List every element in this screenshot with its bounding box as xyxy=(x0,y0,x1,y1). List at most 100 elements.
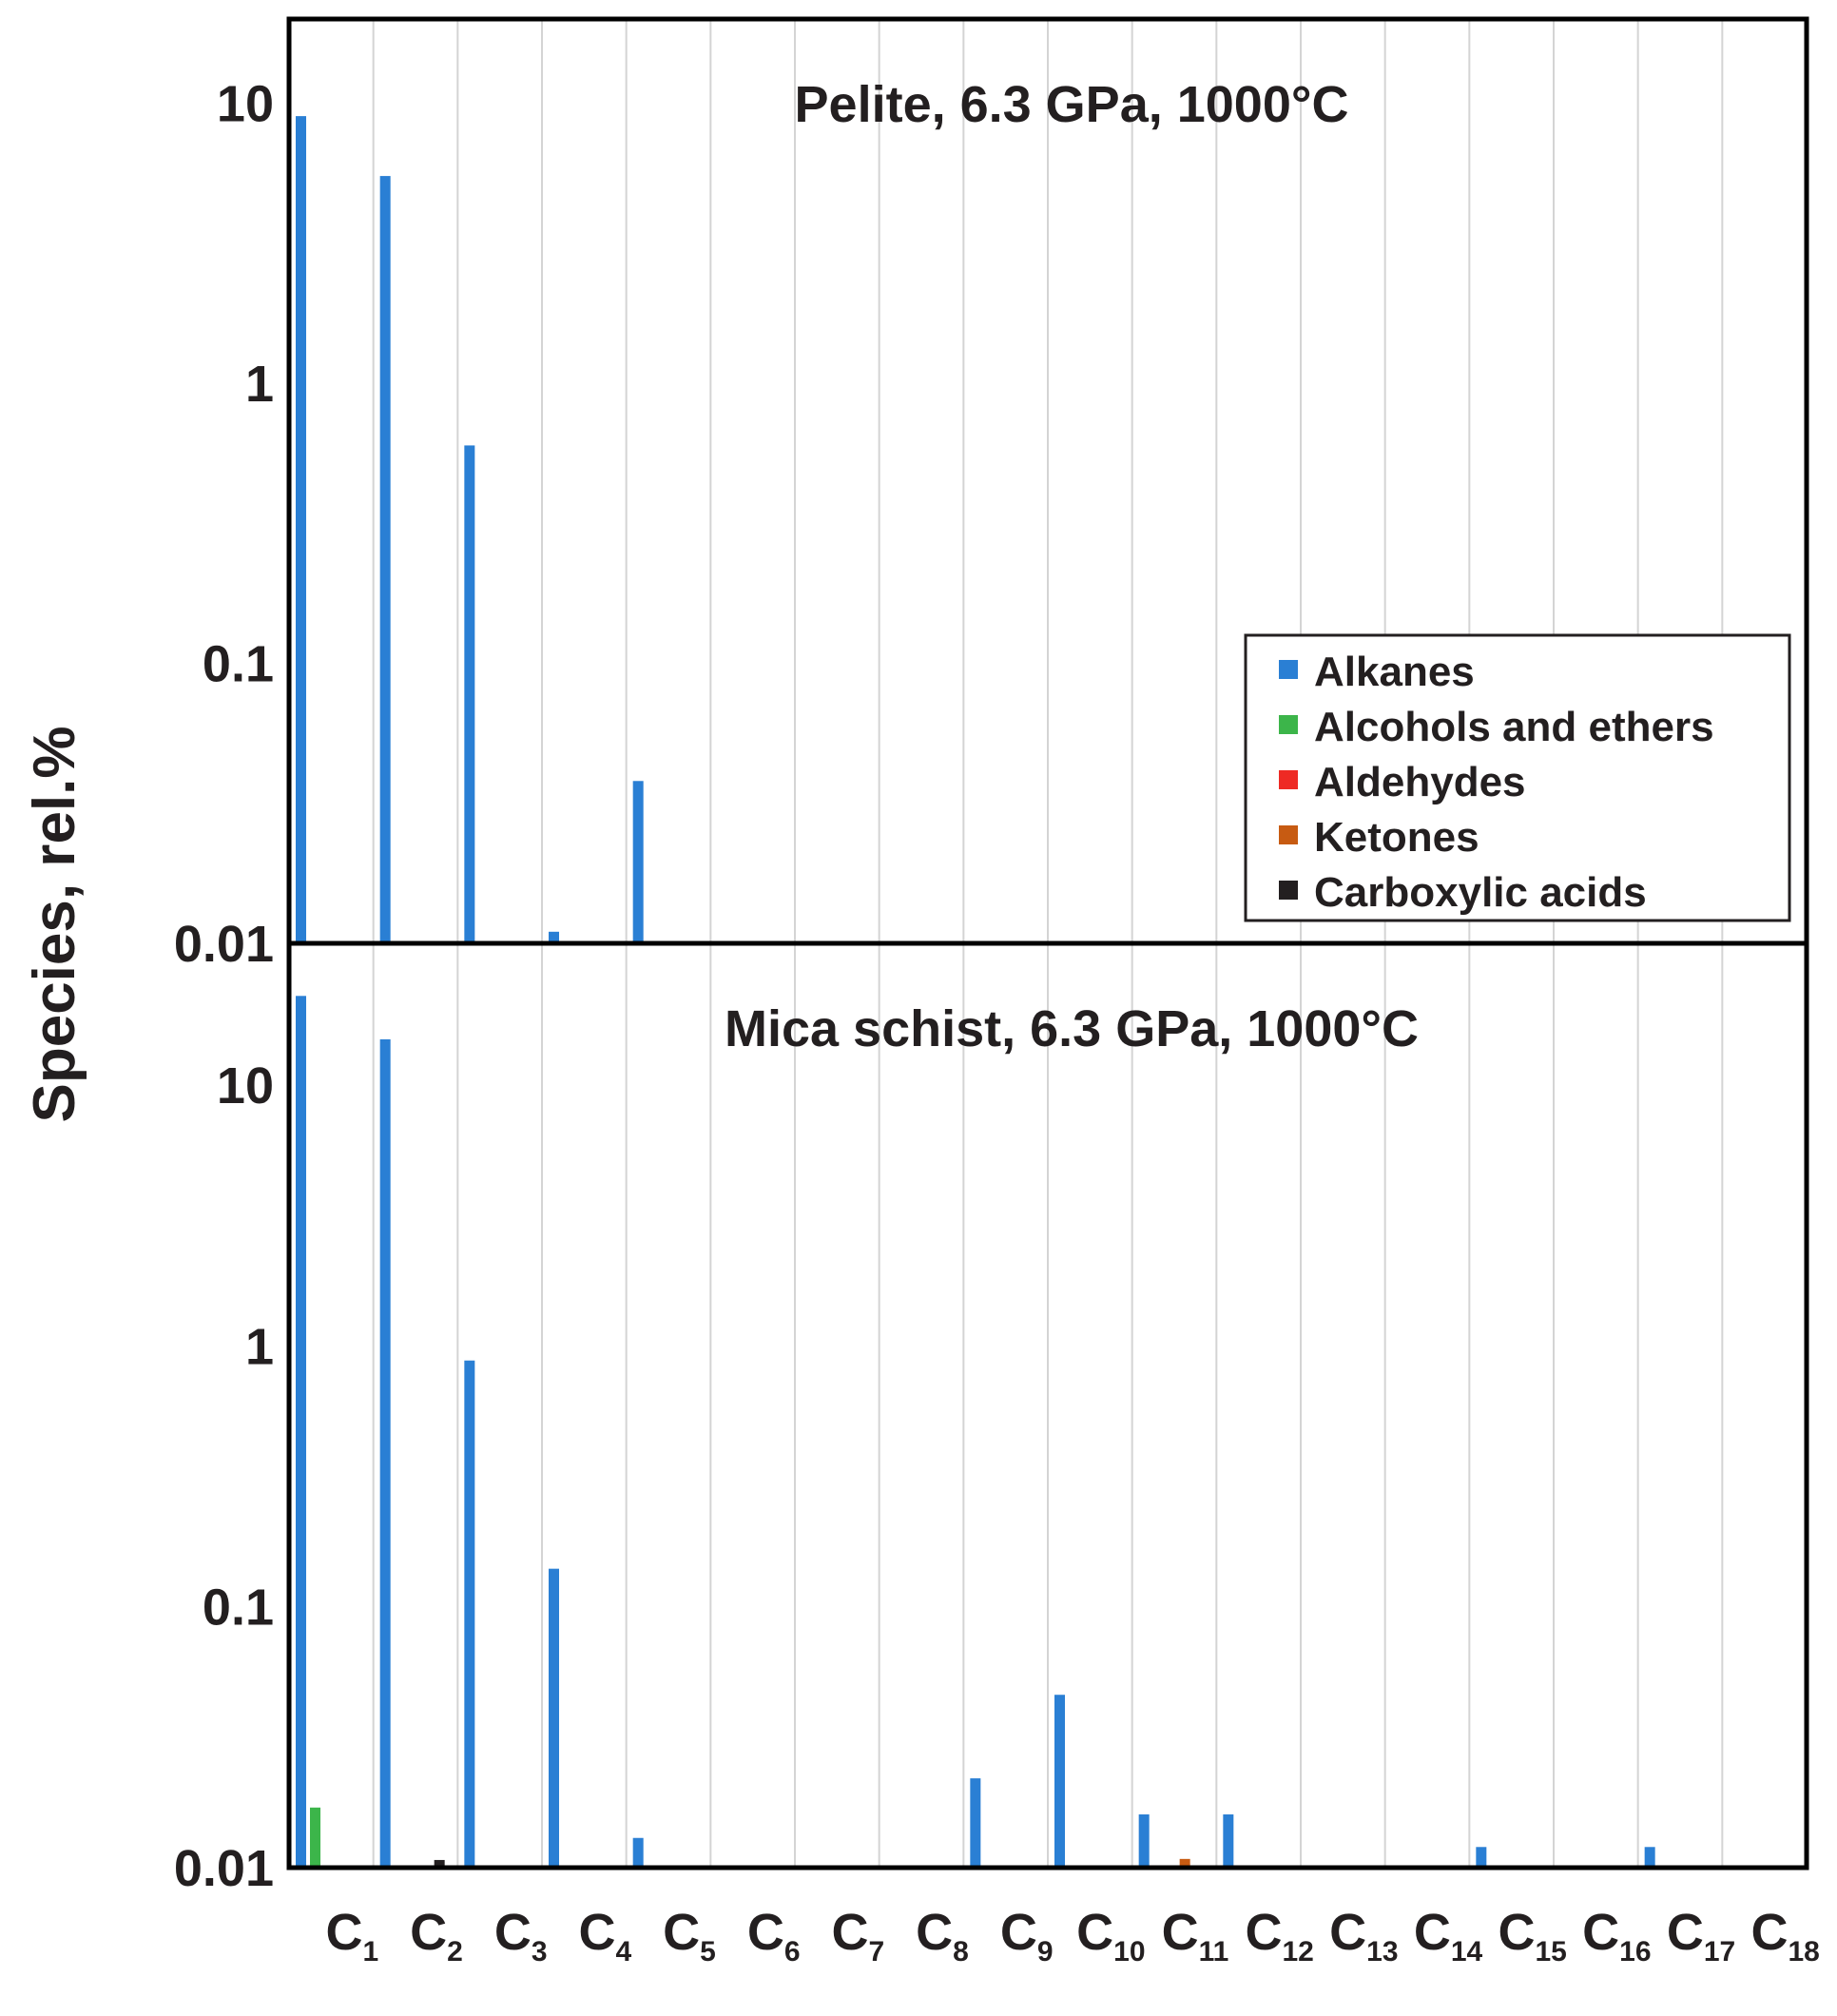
x-tick-label-sub: 11 xyxy=(1199,1936,1229,1968)
x-tick-label-main: C xyxy=(410,1904,447,1961)
bar-alkanes-c11 xyxy=(1138,1814,1150,1868)
x-tick-label-sub: 15 xyxy=(1535,1936,1566,1968)
legend-swatch xyxy=(1279,715,1298,734)
x-tick-label-sub: 9 xyxy=(1037,1936,1054,1968)
legend-box xyxy=(1244,633,1791,922)
bar-alkanes-c2 xyxy=(379,1038,391,1868)
x-tick-label-main: C xyxy=(1498,1904,1535,1961)
y-axis-label: Species, rel.% xyxy=(22,726,87,1122)
bar-alkanes-c1 xyxy=(296,996,306,1868)
x-tick-label-main: C xyxy=(1750,1904,1788,1961)
y-tick-label: 0.01 xyxy=(174,1840,274,1897)
x-tick-label-sub: 18 xyxy=(1788,1936,1819,1968)
x-tick-label-sub: 12 xyxy=(1282,1936,1313,1968)
x-tick-label-sub: 4 xyxy=(615,1936,631,1968)
x-tick-label: C2 xyxy=(410,1904,463,1968)
bar-alkanes-c1 xyxy=(296,116,306,944)
x-tick-label-main: C xyxy=(494,1904,532,1961)
legend-label: Carboxylic acids xyxy=(1314,869,1647,916)
x-tick-label-sub: 2 xyxy=(447,1936,463,1968)
bar-alkanes-c15 xyxy=(1476,1847,1487,1868)
bar-alkanes-c10 xyxy=(1054,1695,1065,1868)
bars xyxy=(296,116,1655,1868)
x-tick-label: C4 xyxy=(578,1904,631,1968)
y-tick-label: 1 xyxy=(245,1318,274,1375)
bar-alkanes-c4 xyxy=(549,1568,559,1868)
x-tick-label-main: C xyxy=(747,1904,784,1961)
x-tick-label: C5 xyxy=(663,1904,716,1968)
x-tick-label-main: C xyxy=(1000,1904,1037,1961)
y-tick-label: 0.01 xyxy=(174,916,274,973)
legend-swatch xyxy=(1279,770,1298,789)
x-tick-label: C16 xyxy=(1582,1904,1651,1968)
x-tick-label-main: C xyxy=(1667,1904,1704,1961)
x-tick-label-sub: 14 xyxy=(1451,1936,1483,1968)
legend-swatch xyxy=(1279,660,1298,679)
bar-carboxylic-acids-c2 xyxy=(434,1859,445,1868)
bar-alkanes-c17 xyxy=(1644,1847,1655,1868)
labels: 10 1 0.1 0.01 Pelite, 6.3 GPa, 1000°C 10 1 0.1 0… xyxy=(22,76,1820,1968)
x-tick-label-sub: 8 xyxy=(953,1936,969,1968)
bar-alkanes-c3 xyxy=(464,1360,475,1868)
legend-label: Alcohols and ethers xyxy=(1314,704,1714,750)
x-tick-label-main: C xyxy=(1076,1904,1113,1961)
bar-alkanes-c2 xyxy=(379,176,391,944)
x-tick-label-main: C xyxy=(578,1904,615,1961)
bar-alkanes-c4 xyxy=(549,931,559,943)
legend-label: Ketones xyxy=(1314,814,1479,861)
x-tick-label-main: C xyxy=(663,1904,700,1961)
x-tick-label-sub: 5 xyxy=(700,1936,716,1968)
x-tick-label-sub: 17 xyxy=(1704,1936,1735,1968)
x-tick-label-main: C xyxy=(916,1904,953,1961)
x-tick-label-main: C xyxy=(831,1904,868,1961)
x-tick-label-sub: 1 xyxy=(362,1936,378,1968)
panel-title: Pelite, 6.3 GPa, 1000°C xyxy=(795,76,1349,133)
x-tick-label: C7 xyxy=(831,1904,884,1968)
x-tick-label-main: C xyxy=(1162,1904,1199,1961)
legend: Alkanes Alcohols and ethers Aldehydes Keton… xyxy=(1244,633,1791,922)
frames xyxy=(286,16,1809,1871)
x-tick-label: C11 xyxy=(1162,1904,1229,1968)
y-tick-label: 10 xyxy=(217,1057,274,1115)
x-tick-label: C15 xyxy=(1498,1904,1566,1968)
x-tick-label-main: C xyxy=(1329,1904,1366,1961)
x-tick-label-main: C xyxy=(1245,1904,1282,1961)
x-tick-label: C17 xyxy=(1667,1904,1735,1968)
x-tick-label-sub: 6 xyxy=(784,1936,801,1968)
x-tick-label: C6 xyxy=(747,1904,801,1968)
y-tick-label: 0.1 xyxy=(203,1580,274,1637)
bar-alkanes-c3 xyxy=(464,445,475,943)
x-tick-label: C8 xyxy=(916,1904,969,1968)
y-tick-label: 10 xyxy=(217,76,274,133)
y-tick-label: 0.1 xyxy=(203,636,274,693)
legend-label: Alkanes xyxy=(1314,649,1475,695)
x-tick-label: C13 xyxy=(1329,1904,1398,1968)
x-tick-label-sub: 13 xyxy=(1366,1936,1398,1968)
x-tick-label: C9 xyxy=(1000,1904,1054,1968)
x-tick-label-main: C xyxy=(325,1904,362,1961)
x-tick-label: C10 xyxy=(1076,1904,1145,1968)
x-tick-label-sub: 16 xyxy=(1619,1936,1651,1968)
x-tick-label: C3 xyxy=(494,1904,548,1968)
x-tick-label: C12 xyxy=(1245,1904,1313,1968)
bar-alkanes-c9 xyxy=(970,1778,981,1868)
y-tick-label: 1 xyxy=(245,356,274,413)
legend-label: Aldehydes xyxy=(1314,759,1526,805)
x-tick-label-sub: 7 xyxy=(868,1936,884,1968)
legend-swatch xyxy=(1279,881,1298,900)
x-tick-label-sub: 10 xyxy=(1113,1936,1145,1968)
legend-swatch xyxy=(1279,825,1298,844)
x-tick-label-main: C xyxy=(1414,1904,1451,1961)
x-tick-label-sub: 3 xyxy=(532,1936,548,1968)
x-tick-label: C1 xyxy=(325,1904,378,1968)
x-tick-label: C14 xyxy=(1414,1904,1483,1968)
x-tick-label: C18 xyxy=(1750,1904,1819,1968)
bar-alkanes-c5 xyxy=(632,781,644,943)
bar-alkanes-c12 xyxy=(1223,1814,1234,1868)
bar-alkanes-c5 xyxy=(632,1837,644,1868)
bar-ketones-c11 xyxy=(1179,1858,1190,1868)
bar-alcohols-and-ethers-c1 xyxy=(310,1807,320,1868)
panel-title: Mica schist, 6.3 GPa, 1000°C xyxy=(725,1000,1419,1057)
